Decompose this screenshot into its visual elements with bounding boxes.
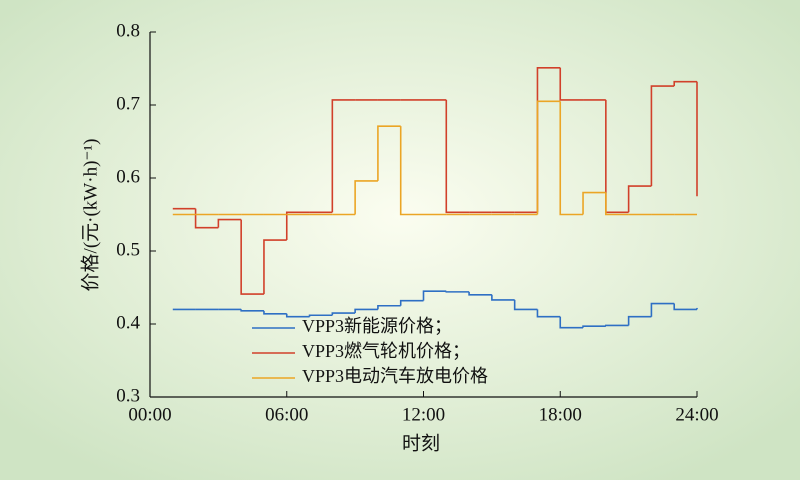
step-segment xyxy=(240,309,264,312)
y-tick-label: 0.4 xyxy=(116,312,140,333)
step-segment xyxy=(263,239,287,295)
x-axis-label: 时刻 xyxy=(402,432,440,454)
step-segment xyxy=(605,192,629,216)
step-segment xyxy=(673,80,697,87)
step-segment xyxy=(217,218,242,228)
legend-label: VPP3燃气轮机价格； xyxy=(302,341,470,361)
step-segment xyxy=(354,308,378,314)
x-tick-label: 12:00 xyxy=(402,404,445,425)
step-segment xyxy=(399,126,424,216)
step-segment xyxy=(605,324,629,327)
step-segment xyxy=(650,85,675,187)
y-axis-label: 价格/(元·(kW·h)⁻¹) xyxy=(79,139,101,292)
step-segment xyxy=(331,99,356,213)
step-segment xyxy=(240,219,264,295)
step-segment xyxy=(445,291,470,293)
step-segment xyxy=(285,211,310,241)
step-segment xyxy=(650,302,675,317)
y-tick-label: 0.5 xyxy=(116,239,140,260)
x-tick-label: 24:00 xyxy=(675,404,718,425)
step-segment xyxy=(536,309,561,318)
x-tick-label: 06:00 xyxy=(265,404,308,425)
step-segment xyxy=(673,303,697,311)
step-segment xyxy=(468,291,492,296)
step-segment xyxy=(263,310,287,315)
legend-label: VPP3电动汽车放电价格 xyxy=(302,366,488,386)
y-tick-label: 0.8 xyxy=(116,20,140,41)
step-segment xyxy=(627,185,652,213)
step-segment xyxy=(331,312,356,316)
x-tick-label: 18:00 xyxy=(539,404,582,425)
legend-label: VPP3新能源价格； xyxy=(302,316,452,336)
step-segment xyxy=(377,125,401,181)
step-segment xyxy=(308,314,333,317)
y-tick-label: 0.3 xyxy=(116,385,140,406)
step-segment xyxy=(582,191,606,215)
step-segment xyxy=(627,315,652,326)
step-segment xyxy=(559,101,584,216)
step-segment xyxy=(354,180,378,215)
legend: VPP3新能源价格； VPP3燃气轮机价格； VPP3电动汽车放电价格 xyxy=(252,316,488,386)
step-segment xyxy=(422,290,447,301)
step-segment xyxy=(285,313,310,318)
step-segment xyxy=(536,100,561,215)
y-tick-label: 0.7 xyxy=(116,93,140,114)
step-segment xyxy=(559,316,584,329)
step-segment xyxy=(399,299,424,306)
step-segment xyxy=(445,99,470,214)
x-tick-label: 00:00 xyxy=(128,404,171,425)
y-tick-label: 0.6 xyxy=(116,166,140,187)
step-segment xyxy=(377,304,401,310)
step-segment xyxy=(559,67,584,101)
step-segment xyxy=(582,325,606,328)
step-segment xyxy=(513,299,538,311)
step-segment xyxy=(491,294,515,301)
